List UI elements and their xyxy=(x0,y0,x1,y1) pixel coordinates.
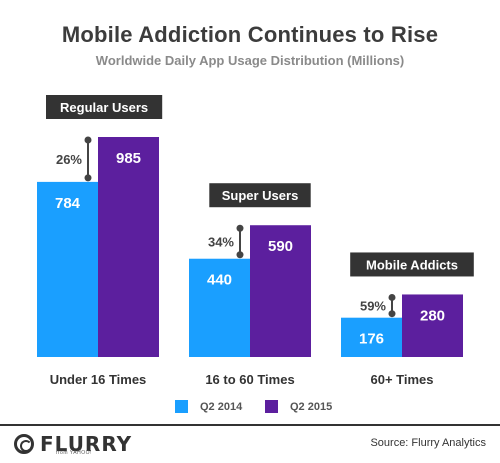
flurry-logo-icon xyxy=(14,434,34,454)
bar-2-q2-2015 xyxy=(250,225,311,357)
bar-1-q2-2014 xyxy=(37,181,98,357)
growth-bracket-bottom-1 xyxy=(84,174,92,182)
data-label-1-q2-2014: 784 xyxy=(55,195,81,212)
growth-bracket-top-3 xyxy=(388,293,396,301)
data-label-2-q2-2015: 590 xyxy=(268,238,293,255)
data-label-2-q2-2014: 440 xyxy=(207,272,232,289)
bar-3-q2-2014 xyxy=(341,317,402,357)
group-label-1: Regular Users xyxy=(60,100,148,115)
flurry-logo: FLURRY xyxy=(14,432,132,456)
logo-subtext: from YAHOO! xyxy=(56,450,92,456)
group-label-3: Mobile Addicts xyxy=(366,257,458,272)
legend-swatch-q2-2014 xyxy=(175,400,188,413)
footer: FLURRY from YAHOO! Source: Flurry Analyt… xyxy=(0,426,500,463)
category-label-2: 16 to 60 Times xyxy=(205,372,294,387)
bar-2-q2-2014 xyxy=(189,258,250,357)
group-label-2: Super Users xyxy=(222,188,299,203)
footer-divider xyxy=(0,424,500,426)
data-label-3-q2-2014: 176 xyxy=(359,331,384,348)
growth-label-2: 34% xyxy=(208,234,234,249)
category-label-1: Under 16 Times xyxy=(50,372,147,387)
legend-item-q2-2015: Q2 2015 xyxy=(265,400,332,413)
growth-bracket-top-2 xyxy=(236,224,244,232)
chart-title: Mobile Addiction Continues to Rise xyxy=(61,22,439,47)
logo-text: FLURRY xyxy=(40,432,133,456)
group-label-box-3 xyxy=(350,252,474,277)
growth-label-3: 59% xyxy=(360,299,386,314)
growth-bracket-bottom-3 xyxy=(388,310,396,318)
data-label-1-q2-2015: 985 xyxy=(116,150,141,167)
growth-bracket-bottom-2 xyxy=(236,251,244,259)
source-note: Source: Flurry Analytics xyxy=(370,437,486,449)
growth-bracket-top-1 xyxy=(84,136,92,144)
bar-1-q2-2015 xyxy=(98,137,159,357)
group-label-box-1 xyxy=(46,95,163,119)
category-label-3: 60+ Times xyxy=(370,372,433,387)
legend: Q2 2014 Q2 2015 xyxy=(0,400,500,416)
bar-3-q2-2015 xyxy=(402,294,463,357)
data-label-3-q2-2015: 280 xyxy=(420,307,445,324)
legend-swatch-q2-2015 xyxy=(265,400,278,413)
chart-subtitle: Worldwide Daily App Usage Distribution (… xyxy=(95,53,405,68)
legend-label-q2-2015: Q2 2015 xyxy=(290,400,333,413)
group-label-box-2 xyxy=(209,183,311,208)
legend-label-q2-2014: Q2 2014 xyxy=(200,400,243,413)
bar-chart: 784 985 26% Regular Users Under 16 Times 440 5… xyxy=(37,95,474,387)
legend-item-q2-2014: Q2 2014 xyxy=(175,400,242,413)
growth-label-1: 26% xyxy=(56,152,82,167)
